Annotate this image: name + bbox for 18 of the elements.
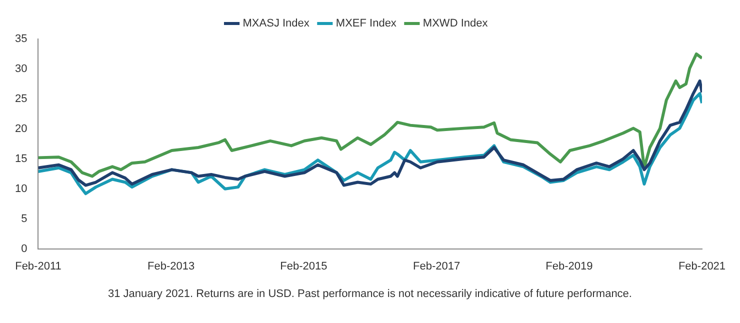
legend-label: MXEF Index xyxy=(336,18,397,30)
x-tick-label: Feb-2011 xyxy=(15,260,62,272)
y-tick-label: 15 xyxy=(14,152,28,165)
text: 31 January 2021. Returns are in USD. Past performance is not necessarily indicative of future performance. xyxy=(107,288,633,300)
y-tick-label: 20 xyxy=(14,122,28,135)
legend-label: MXWD Index xyxy=(422,18,488,30)
y-tick-label: 25 xyxy=(14,92,28,105)
y-tick-label: 30 xyxy=(14,63,28,76)
y-tick-label: 0 xyxy=(21,242,28,255)
y-tick-label: 35 xyxy=(14,33,28,46)
y-tick-label: 10 xyxy=(14,182,28,195)
x-tick-label: Feb-2015 xyxy=(280,260,328,272)
x-tick-label: Feb-2013 xyxy=(148,260,195,272)
y-tick-label: 5 xyxy=(21,212,28,225)
legend-label: MXASJ Index xyxy=(242,18,310,30)
x-tick-label: Feb-2017 xyxy=(412,260,460,272)
x-tick-label: Feb-2019 xyxy=(546,260,593,272)
x-tick-label: Feb-2021 xyxy=(678,260,726,272)
